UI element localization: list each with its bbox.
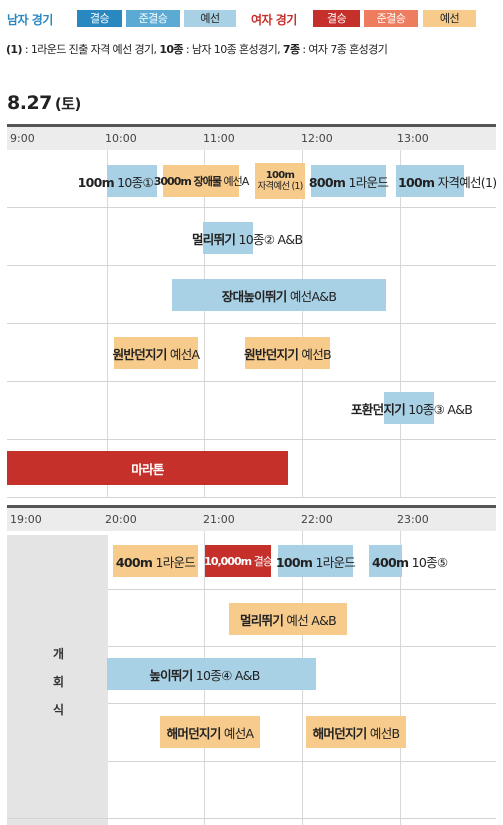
legend-note: (1) : 1라운드 진출 자격 예선 경기, 10종 : 남자 10종 혼성경… (6, 43, 388, 56)
event-women-hammer-a[interactable]: 해머던지기 예선A (160, 716, 260, 748)
legend-men-semifinal: 준결승 (126, 10, 180, 27)
time-label: 22:00 (301, 513, 333, 526)
opening-ceremony-block: 개 회 식 (7, 535, 108, 825)
time-label: 20:00 (105, 513, 137, 526)
event-women-marathon[interactable]: 마라톤 (7, 451, 288, 485)
ceremony-char: 식 (53, 703, 65, 717)
legend-men-final: 결승 (77, 10, 122, 27)
row-divider (7, 381, 496, 382)
event-women-discus-a[interactable]: 원반던지기 예선A (113, 337, 200, 369)
event-women-long-jump[interactable]: 멀리뛰기 예선 A&B (229, 603, 347, 635)
event-women-3000m-steeplechase[interactable]: 3000m 장애물 예선A (154, 165, 249, 197)
row-divider (108, 703, 496, 704)
event-women-400m-round1[interactable]: 400m 1라운드 (113, 545, 198, 577)
event-men-800m-round1[interactable]: 800m 1라운드 (309, 165, 389, 197)
legend-women-final: 결승 (313, 10, 360, 27)
row-divider (108, 589, 496, 590)
legend-women-semifinal: 준결승 (364, 10, 418, 27)
evening-time-header: 19:00 20:00 21:00 22:00 23:00 (7, 505, 496, 531)
event-women-100m-qualifying[interactable]: 100m 자격예선 (1) (255, 163, 305, 199)
event-men-100m-decathlon[interactable]: 100m 10종① (78, 165, 157, 197)
time-label: 13:00 (397, 132, 429, 145)
event-men-shot-put-decathlon[interactable]: 포환던지기 10종③ A&B (351, 392, 473, 424)
row-divider (108, 761, 496, 762)
event-men-high-jump-decathlon[interactable]: 높이뛰기 10종④ A&B (107, 658, 316, 690)
legend-women-prelim: 예선 (423, 10, 476, 27)
grid-line (400, 531, 401, 825)
time-label: 11:00 (203, 132, 235, 145)
ceremony-char: 회 (53, 675, 65, 689)
legend-men-prelim: 예선 (184, 10, 236, 27)
row-divider (7, 207, 496, 208)
time-label: 9:00 (10, 132, 35, 145)
event-women-hammer-b[interactable]: 해머던지기 예선B (306, 716, 406, 748)
row-divider (7, 439, 496, 440)
event-men-pole-vault[interactable]: 장대높이뛰기 예선A&B (172, 279, 386, 311)
time-label: 23:00 (397, 513, 429, 526)
event-men-long-jump-decathlon[interactable]: 멀리뛰기 10종② A&B (192, 222, 303, 254)
ceremony-char: 개 (53, 647, 65, 661)
event-men-100m-round1[interactable]: 100m 1라운드 (276, 545, 356, 577)
time-label: 19:00 (10, 513, 42, 526)
row-divider (7, 497, 496, 498)
event-men-400m-decathlon[interactable]: 400m 10종⑤ (369, 545, 448, 577)
legend-men-label: 남자 경기 (7, 13, 53, 27)
time-label: 12:00 (301, 132, 333, 145)
row-divider (108, 646, 496, 647)
event-women-10000m-final[interactable]: 10,000m 결승 (204, 545, 273, 577)
time-label: 21:00 (203, 513, 235, 526)
legend-women-label: 여자 경기 (251, 13, 297, 27)
date-heading: 8.27 (토) (7, 92, 81, 114)
morning-time-header: 9:00 10:00 11:00 12:00 13:00 (7, 124, 496, 150)
event-women-discus-b[interactable]: 원반던지기 예선B (244, 337, 332, 369)
row-divider (7, 265, 496, 266)
time-label: 10:00 (105, 132, 137, 145)
row-divider (7, 323, 496, 324)
row-divider (7, 818, 496, 819)
event-men-100m-qualifying[interactable]: 100m 자격예선(1) (396, 165, 497, 197)
